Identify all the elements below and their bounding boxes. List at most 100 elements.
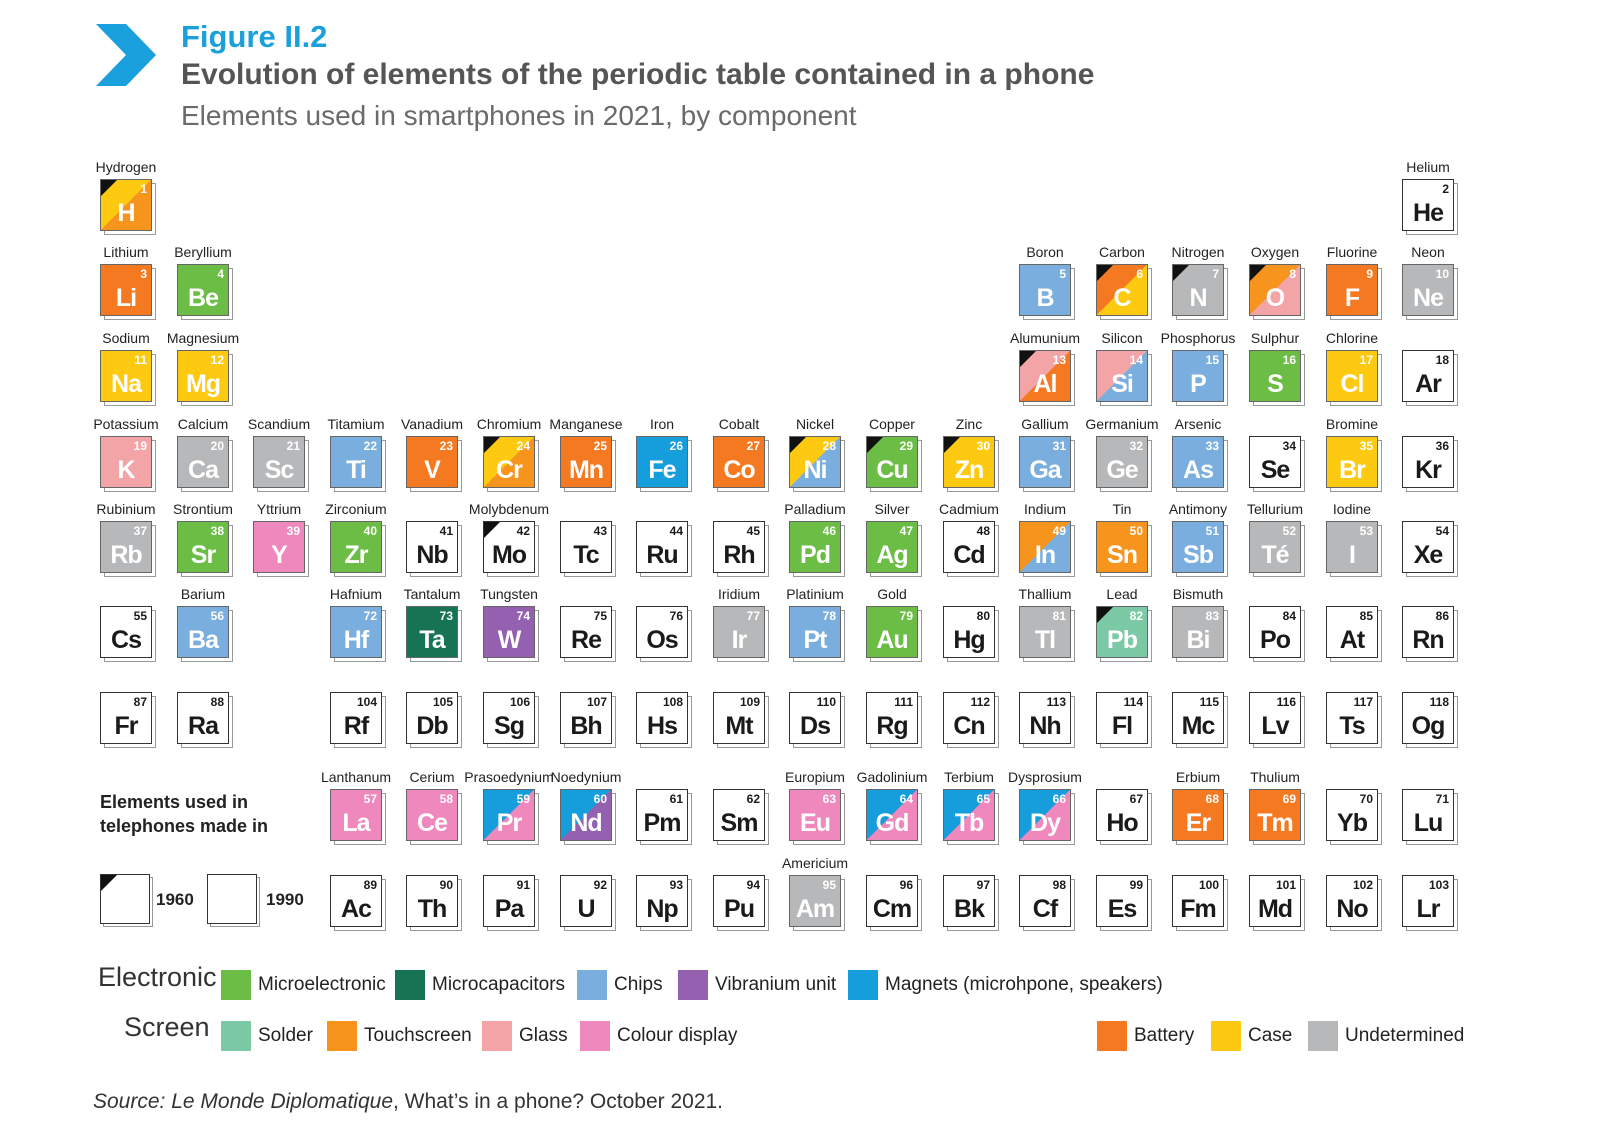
- element-name: Cadmium: [939, 501, 999, 517]
- atomic-number: 79: [899, 609, 913, 623]
- legend-swatch-case: [1211, 1021, 1241, 1051]
- element-name: Nitrogen: [1171, 244, 1225, 260]
- element-tile: 89 Ac: [330, 875, 382, 927]
- legend-label-microcapacitors: Microcapacitors: [432, 974, 566, 995]
- element-tile: 40 Zr: [330, 521, 382, 573]
- element-tile: 54 Xe: [1402, 521, 1454, 573]
- legend-label-colour-display: Colour display: [617, 1025, 738, 1046]
- element-tile: 105 Db: [406, 692, 458, 744]
- element-ce: 58 Ce Cerium: [406, 769, 462, 845]
- figure-label: Figure II.2: [181, 19, 328, 54]
- element-hf: 72 Hf Hafnium: [330, 586, 386, 662]
- atomic-number: 82: [1129, 609, 1143, 623]
- atomic-number: 85: [1359, 609, 1373, 623]
- element-f: 9 F Fluorine: [1326, 244, 1382, 320]
- legend-swatch-colour-display: [580, 1021, 610, 1051]
- element-cu: 29 Cu Copper: [866, 416, 922, 492]
- element-symbol: Ag: [876, 541, 908, 569]
- element-tile: 31 Ga: [1019, 436, 1071, 488]
- atomic-number: 51: [1205, 524, 1219, 538]
- element-symbol: Ac: [341, 895, 372, 923]
- legend-swatch-touchscreen: [327, 1021, 357, 1051]
- atomic-number: 54: [1435, 524, 1449, 538]
- element-tile: 23 V: [406, 436, 458, 488]
- atomic-number: 88: [210, 695, 224, 709]
- atomic-number: 69: [1282, 792, 1296, 806]
- atomic-number: 45: [746, 524, 760, 538]
- element-nd: 60 Nd Noedynium: [551, 769, 621, 845]
- element-tile: 37 Rb: [100, 521, 152, 573]
- legend-label-case: Case: [1248, 1025, 1293, 1046]
- element-tile: 13 Al: [1019, 350, 1071, 402]
- element-tile: 49 In: [1019, 521, 1071, 573]
- element-symbol: U: [577, 895, 595, 923]
- legend-swatch-chips: [577, 970, 607, 1000]
- element-tile: 35 Br: [1326, 436, 1378, 488]
- atomic-number: 107: [586, 695, 607, 709]
- element-tile: 68 Er: [1172, 789, 1224, 841]
- element-tile: 20 Ca: [177, 436, 229, 488]
- element-symbol: Fe: [648, 456, 676, 484]
- atomic-number: 96: [899, 878, 913, 892]
- element-symbol: Nd: [570, 809, 602, 837]
- element-symbol: Cu: [876, 456, 908, 484]
- element-cn: 112 Cn: [943, 692, 999, 748]
- element-symbol: Pm: [643, 809, 682, 837]
- source-rest: , What’s in a phone? October 2021.: [393, 1090, 724, 1113]
- atomic-number: 40: [363, 524, 377, 538]
- element-ba: 56 Ba Barium: [177, 586, 233, 662]
- atomic-number: 67: [1129, 792, 1143, 806]
- element-symbol: Os: [646, 626, 678, 654]
- atomic-number: 99: [1129, 878, 1143, 892]
- atomic-number: 65: [976, 792, 990, 806]
- element-sg: 106 Sg: [483, 692, 539, 748]
- element-symbol: Ga: [1029, 456, 1061, 484]
- element-name: Chromium: [476, 416, 542, 432]
- element-tile: 50 Sn: [1096, 521, 1148, 573]
- element-tile: 107 Bh: [560, 692, 612, 744]
- atomic-number: 52: [1282, 524, 1296, 538]
- element-symbol: Cd: [953, 541, 985, 569]
- element-symbol: Br: [1339, 456, 1366, 484]
- atomic-number: 24: [516, 439, 530, 453]
- atomic-number: 112: [970, 695, 990, 709]
- element-symbol: Lu: [1413, 809, 1444, 837]
- element-symbol: I: [1349, 541, 1356, 569]
- element-symbol: Rf: [343, 712, 369, 740]
- element-pa: 91 Pa: [483, 875, 539, 931]
- element-tile: 19 K: [100, 436, 152, 488]
- element-name: Thulium: [1250, 769, 1300, 785]
- element-tl: 81 Tl Thallium: [1019, 586, 1075, 662]
- element-tile: 76 Os: [636, 606, 688, 658]
- key-1990-box: [207, 874, 257, 924]
- atomic-number: 38: [210, 524, 224, 538]
- atomic-number: 108: [662, 695, 683, 709]
- element-symbol: Na: [111, 370, 142, 398]
- atomic-number: 28: [822, 439, 836, 453]
- source-prefix: Source: Le Monde Diplomatique: [93, 1090, 394, 1113]
- element-symbol: Yb: [1337, 809, 1368, 837]
- element-h: 1 H Hydrogen: [96, 159, 156, 235]
- element-symbol: Re: [571, 626, 602, 654]
- element-symbol: Eu: [800, 809, 831, 837]
- element-name: Thallium: [1018, 586, 1072, 602]
- atomic-number: 15: [1205, 353, 1219, 367]
- element-pr: 59 Pr Prasoedynium: [464, 769, 554, 845]
- element-si: 14 Si Silicon: [1096, 330, 1152, 406]
- element-tile: 117 Ts: [1326, 692, 1378, 744]
- atomic-number: 9: [1366, 267, 1373, 281]
- element-tile: 14 Si: [1096, 350, 1148, 402]
- element-name: Strontium: [173, 501, 233, 517]
- element-tile: 96 Cm: [866, 875, 918, 927]
- since-1960-marker-icon: [790, 437, 806, 453]
- legend-swatch-vibranium: [678, 970, 708, 1000]
- figure-title: Evolution of elements of the periodic ta…: [181, 58, 1095, 91]
- element-rb: 37 Rb Rubinium: [96, 501, 156, 577]
- element-tile: 92 U: [560, 875, 612, 927]
- element-tile: 67 Ho: [1096, 789, 1148, 841]
- element-md: 101 Md: [1249, 875, 1305, 931]
- element-tile: 110 Ds: [789, 692, 841, 744]
- element-symbol: Ca: [188, 456, 219, 484]
- element-tile: 75 Re: [560, 606, 612, 658]
